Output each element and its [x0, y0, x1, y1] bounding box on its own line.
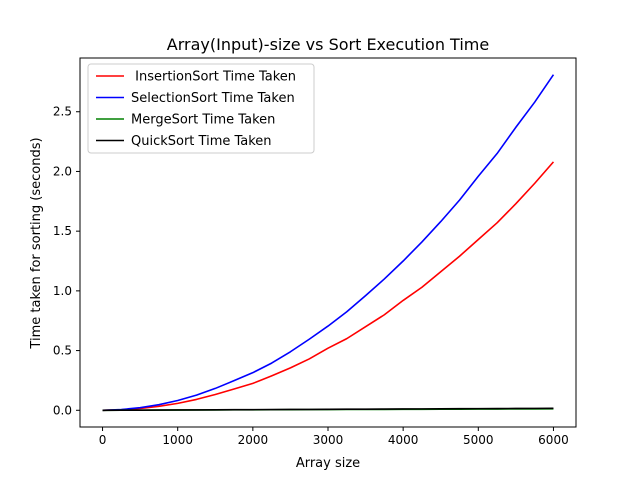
x-tick-label: 2000	[238, 433, 269, 447]
legend-label: SelectionSort Time Taken	[131, 91, 295, 106]
x-tick-label: 1000	[162, 433, 193, 447]
x-axis-ticks: 0 1000 2000 3000 4000 5000 6000	[99, 427, 569, 447]
y-tick-label: 2.0	[53, 164, 72, 178]
x-tick-label: 6000	[538, 433, 569, 447]
x-tick-label: 3000	[313, 433, 344, 447]
y-axis-ticks: 0.0 0.5 1.0 1.5 2.0 2.5	[53, 105, 80, 417]
y-tick-label: 0.5	[53, 344, 72, 358]
y-axis-label: Time taken for sorting (seconds)	[29, 137, 44, 349]
legend-label: MergeSort Time Taken	[131, 113, 275, 128]
legend: InsertionSort Time Taken SelectionSort Ti…	[87, 63, 315, 154]
y-tick-label: 1.5	[53, 224, 72, 238]
x-tick-label: 0	[99, 433, 107, 447]
y-tick-label: 1.0	[53, 284, 72, 298]
legend-label: InsertionSort Time Taken	[131, 70, 296, 85]
legend-label: QuickSort Time Taken	[131, 134, 272, 149]
series-line-3	[102, 407, 554, 412]
series-line-1	[102, 74, 555, 412]
x-tick-label: 5000	[463, 433, 494, 447]
chart-title: Array(Input)-size vs Sort Execution Time	[167, 35, 489, 54]
series-layer	[102, 74, 555, 412]
y-tick-label: 2.5	[53, 105, 72, 119]
y-tick-label: 0.0	[53, 403, 72, 417]
x-tick-label: 4000	[388, 433, 419, 447]
x-axis-label: Array size	[296, 456, 360, 471]
legend-box	[87, 63, 315, 154]
series-line-0	[102, 161, 555, 412]
